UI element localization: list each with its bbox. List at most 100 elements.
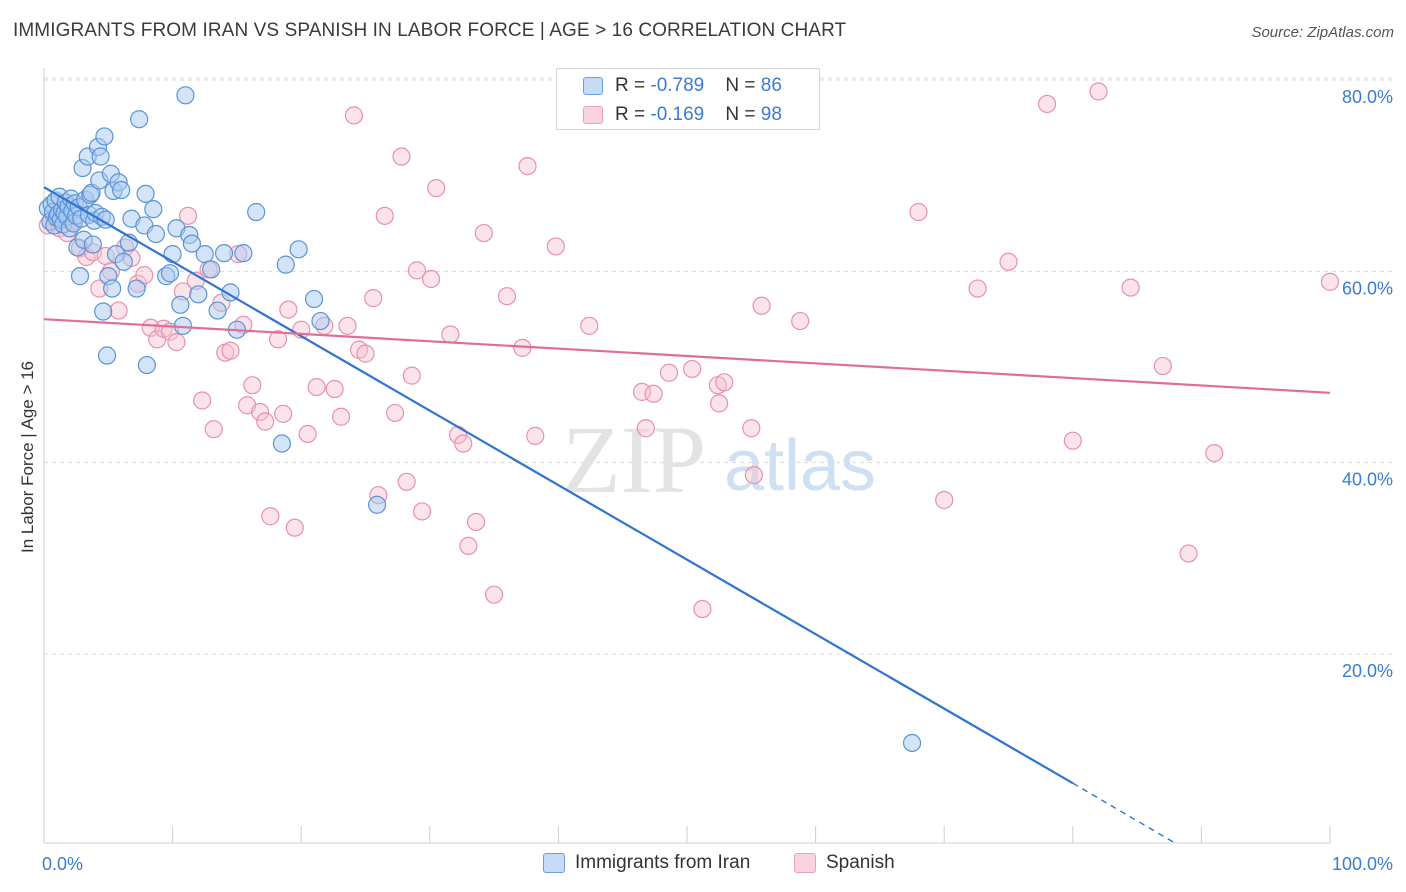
spanish-point: [338, 316, 357, 335]
tick-labels: 20.0% 40.0% 60.0% 80.0% 0.0% 100.0%: [42, 87, 1393, 874]
spanish-point: [412, 502, 432, 521]
iran-trend-extension: [1072, 782, 1177, 845]
iran-point: [304, 289, 324, 309]
x-tick-label: 0.0%: [42, 854, 83, 874]
spanish-point: [109, 301, 128, 320]
spanish-point: [1205, 444, 1224, 463]
iran-point: [95, 127, 114, 146]
legend-r-value-iran: -0.789: [650, 75, 705, 96]
spanish-point: [1121, 278, 1140, 297]
spanish-point: [298, 424, 317, 444]
axes: [43, 68, 1331, 844]
iran-point: [214, 244, 234, 263]
spanish-point: [742, 419, 761, 438]
legend-label-spanish: Spanish: [826, 852, 895, 873]
legend-swatch-iran: [543, 853, 565, 873]
legend-label-iran: Immigrants from Iran: [575, 852, 751, 873]
spanish-point: [1179, 544, 1198, 563]
spanish-point: [580, 316, 599, 335]
iran-point: [182, 234, 201, 253]
spanish-point: [752, 296, 771, 315]
spanish-point: [243, 376, 262, 395]
iran-point: [276, 255, 295, 274]
series-legend: Immigrants from Iran Spanish: [0, 852, 1406, 878]
spanish-point: [441, 325, 460, 344]
spanish-points: [38, 82, 1340, 619]
spanish-point: [459, 536, 478, 555]
iran-point: [247, 202, 266, 222]
iran-point: [160, 264, 180, 283]
y-tick-label: 40.0%: [1342, 470, 1393, 490]
iran-point: [208, 301, 227, 320]
spanish-point: [204, 420, 223, 439]
iran-point: [103, 279, 122, 298]
spanish-point: [221, 341, 240, 360]
spanish-point: [421, 269, 441, 289]
spanish-point: [135, 266, 154, 285]
spanish-point: [141, 318, 160, 337]
legend-n-label: N =: [725, 75, 761, 96]
spanish-point: [710, 394, 729, 413]
iran-point: [112, 180, 131, 200]
spanish-point: [364, 289, 383, 308]
iran-point: [195, 245, 214, 264]
spanish-point: [261, 507, 280, 526]
spanish-point: [935, 490, 954, 510]
iran-point: [171, 295, 190, 314]
spanish-point: [474, 223, 493, 243]
spanish-point: [356, 344, 375, 363]
stats-legend: R = -0.789 N = 86 R = -0.169 N = 98: [556, 68, 820, 130]
spanish-point: [791, 311, 810, 331]
spanish-trend-line: [43, 318, 1331, 394]
iran-point: [189, 285, 208, 304]
spanish-point: [659, 363, 679, 382]
legend-n-value-spanish: 98: [760, 104, 782, 125]
spanish-point: [1320, 272, 1340, 291]
spanish-point: [407, 261, 427, 280]
iran-point: [114, 252, 133, 271]
spanish-point: [968, 279, 987, 298]
spanish-point: [683, 359, 702, 379]
x-tick-label: 100.0%: [1332, 854, 1393, 874]
trend-lines: [43, 186, 1331, 845]
spanish-point: [285, 518, 304, 537]
spanish-point: [268, 330, 288, 349]
y-tick-label: 60.0%: [1342, 278, 1393, 298]
spanish-point: [497, 287, 517, 306]
iran-point: [234, 244, 253, 263]
legend-r-label: R =: [615, 75, 651, 96]
iran-point: [902, 733, 922, 753]
spanish-point: [1037, 94, 1057, 114]
spanish-point: [279, 300, 298, 319]
legend-n-value-iran: 86: [760, 75, 782, 96]
iran-point: [97, 346, 117, 365]
iran-point: [272, 434, 292, 453]
spanish-point: [167, 333, 186, 352]
iran-point: [176, 86, 195, 105]
spanish-point: [644, 384, 663, 403]
spanish-point: [909, 202, 928, 222]
spanish-point: [274, 404, 293, 423]
iran-point: [94, 302, 113, 321]
spanish-point: [485, 585, 504, 604]
spanish-point: [402, 366, 421, 385]
spanish-point: [999, 252, 1018, 271]
iran-point: [130, 110, 149, 129]
spanish-point: [193, 391, 212, 410]
iran-point: [144, 200, 163, 219]
iran-point: [96, 210, 115, 229]
spanish-point: [331, 407, 351, 426]
iran-point: [136, 184, 155, 203]
iran-point: [311, 311, 330, 331]
spanish-point: [744, 466, 763, 485]
spanish-point: [715, 373, 734, 392]
gridlines: [44, 77, 1392, 655]
iran-point: [146, 224, 165, 244]
legend-swatch-iran: [583, 77, 603, 95]
iran-point: [137, 355, 156, 375]
iran-point: [202, 260, 221, 279]
spanish-point: [250, 402, 270, 422]
legend-swatch-spanish: [794, 853, 816, 873]
chart-title: IMMIGRANTS FROM IRAN VS SPANISH IN LABOR…: [13, 20, 847, 41]
y-tick-label: 20.0%: [1342, 661, 1393, 681]
